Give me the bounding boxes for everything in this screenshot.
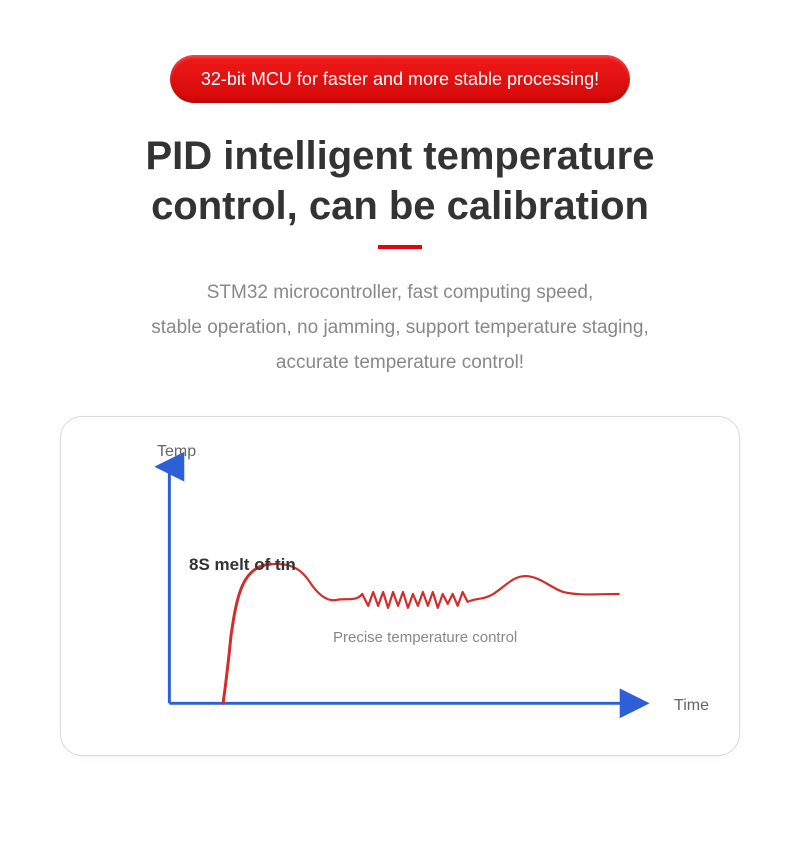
temp-rise-curve (223, 565, 271, 704)
pill-text: 32-bit MCU for faster and more stable pr… (201, 69, 599, 90)
x-axis-label: Time (674, 697, 709, 715)
subtext-line2: stable operation, no jamming, support te… (151, 317, 648, 338)
headline-line1: PID intelligent temperature (146, 134, 655, 178)
headline: PID intelligent temperature control, can… (0, 131, 800, 231)
headline-underline (378, 245, 422, 249)
subtext: STM32 microcontroller, fast computing sp… (0, 275, 800, 380)
y-axis-label: Temp (157, 443, 196, 461)
temperature-chart (61, 417, 739, 755)
chart-annotation: 8S melt of tin (189, 555, 296, 575)
chart-caption: Precise temperature control (333, 629, 517, 646)
temperature-chart-card: Temp Time 8S melt of tin Precise tempera… (60, 416, 740, 756)
mcu-pill-banner: 32-bit MCU for faster and more stable pr… (170, 55, 630, 103)
subtext-line1: STM32 microcontroller, fast computing sp… (207, 282, 594, 303)
temp-plateau-curve (271, 564, 619, 608)
subtext-line3: accurate temperature control! (276, 352, 524, 373)
headline-line2: control, can be calibration (151, 184, 649, 228)
